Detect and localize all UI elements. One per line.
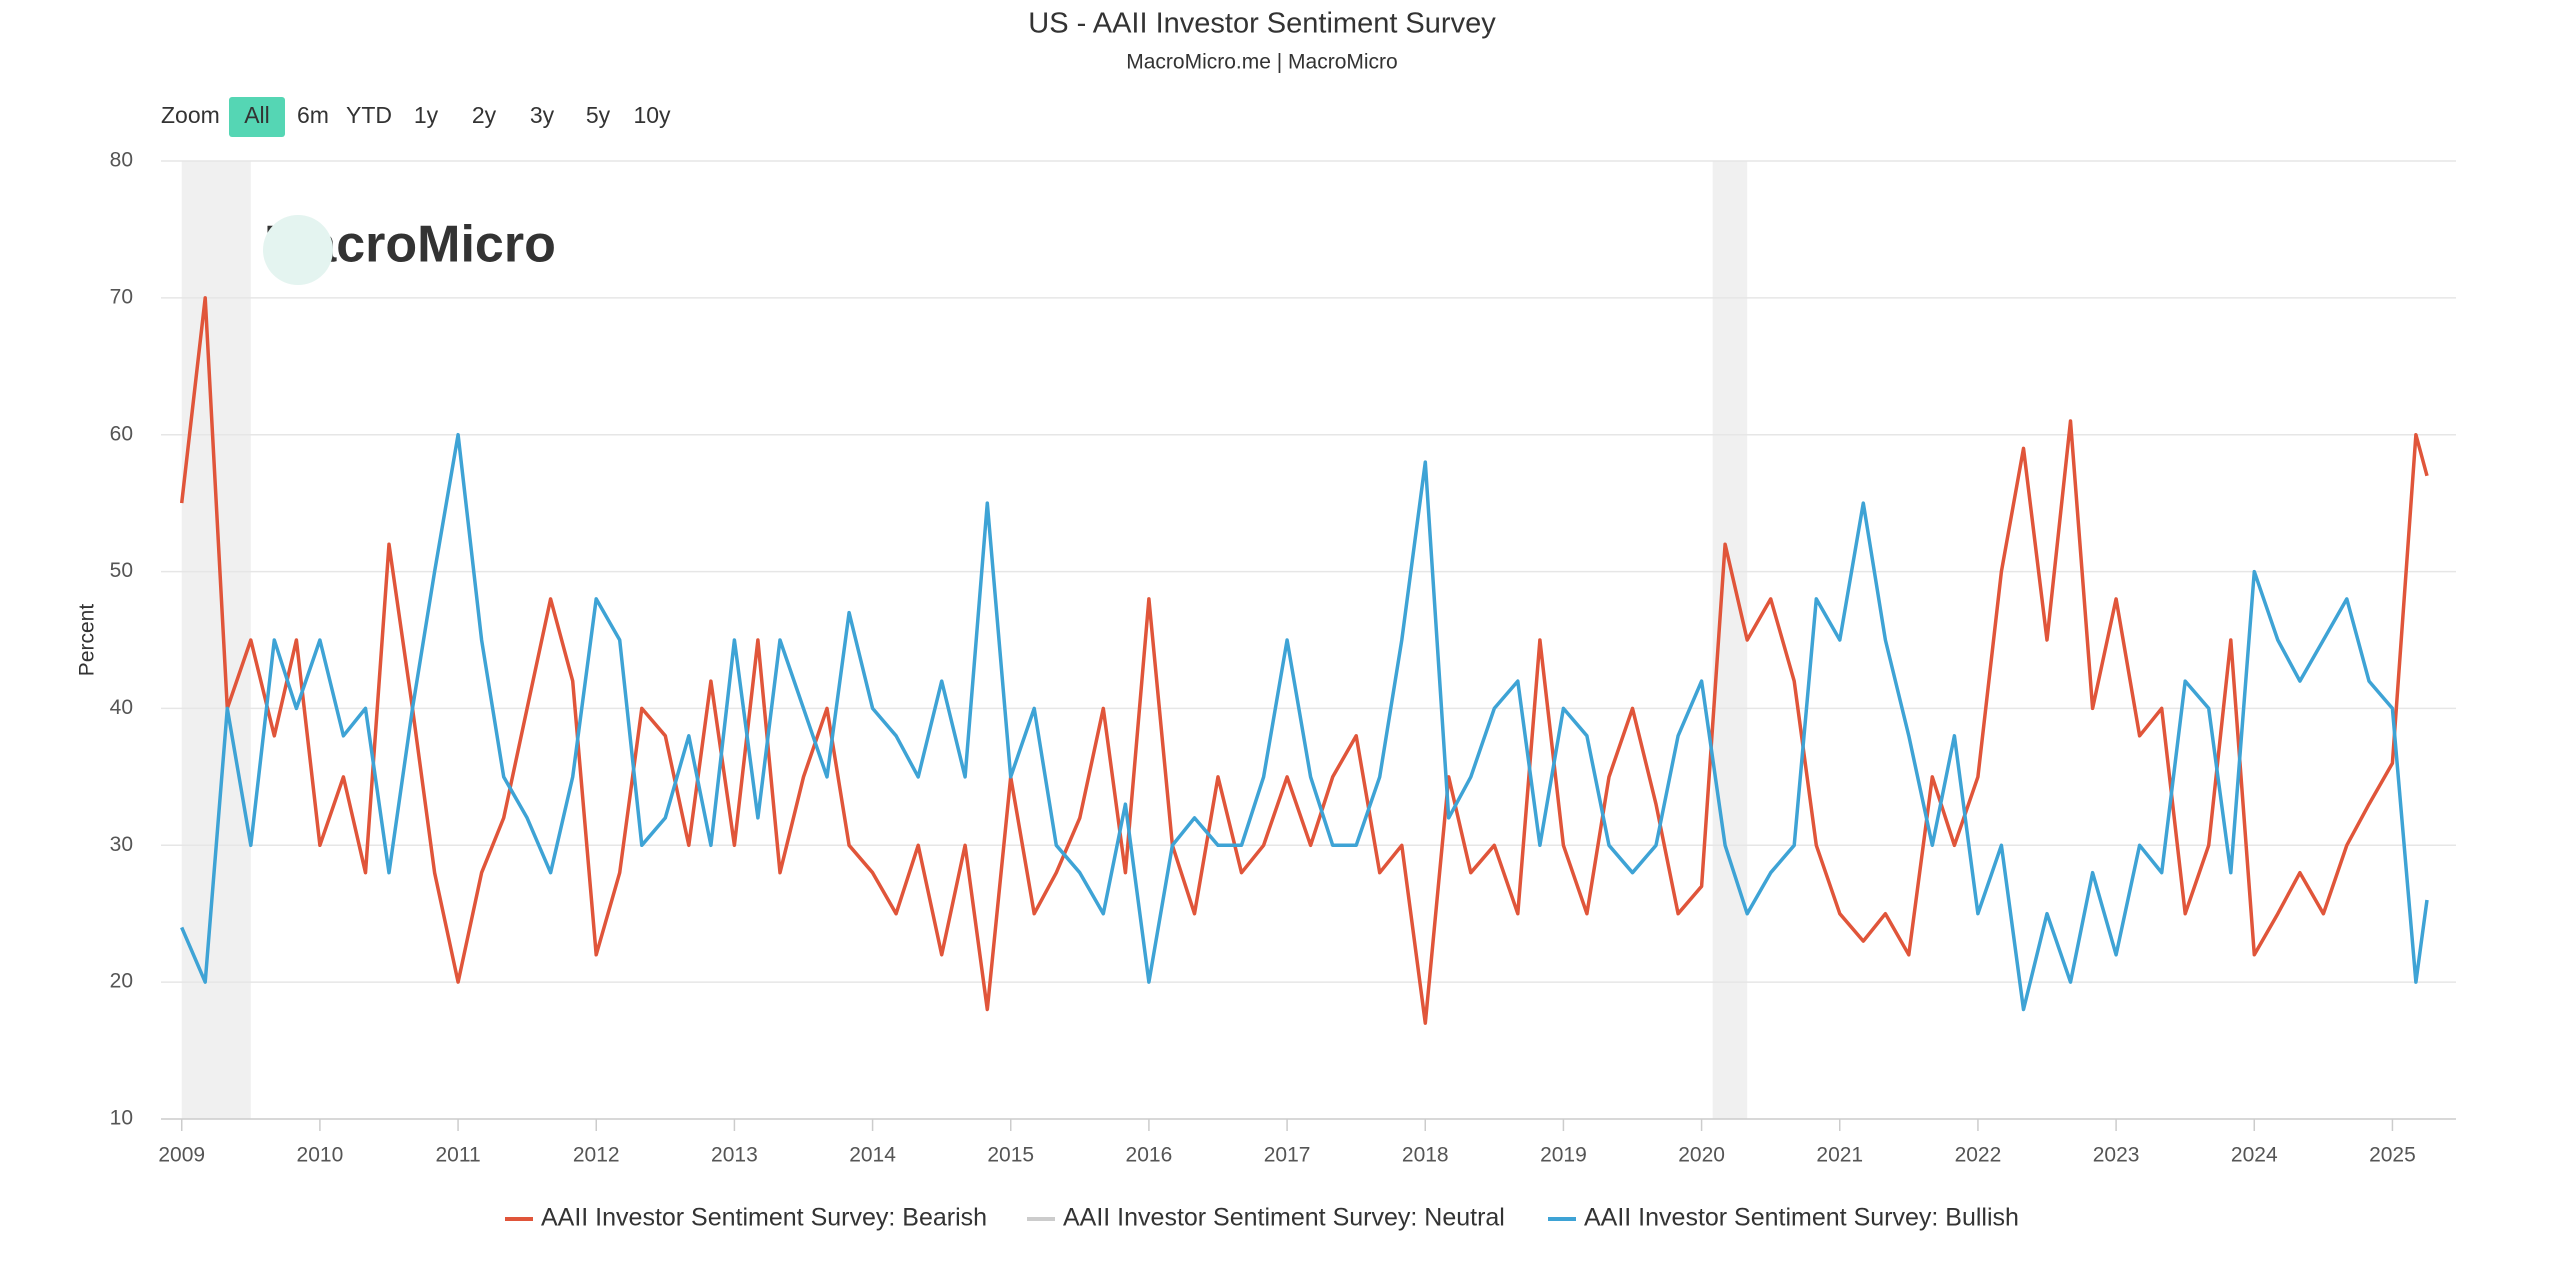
y-axis-label: Percent: [76, 604, 99, 677]
line-series: [179, 296, 2429, 1025]
zoom-button[interactable]: YTD: [346, 102, 392, 128]
x-tick-label: 2021: [1816, 1144, 1863, 1167]
x-tick-label: 2015: [987, 1144, 1034, 1167]
x-tick-label: 2011: [435, 1144, 480, 1167]
x-tick-label: 2025: [2369, 1144, 2416, 1167]
legend-label[interactable]: AAII Investor Sentiment Survey: Bearish: [541, 1204, 987, 1232]
zoom-button[interactable]: 6m: [297, 102, 329, 128]
watermark-icon: [263, 215, 333, 285]
zoom-button[interactable]: 10y: [633, 102, 671, 128]
zoom-button[interactable]: 2y: [472, 102, 497, 128]
x-tick-label: 2010: [297, 1144, 344, 1167]
y-tick-label: 70: [110, 285, 133, 308]
y-tick-label: 30: [110, 833, 133, 856]
x-tick-label: 2017: [1264, 1144, 1311, 1167]
shaded-range: [181, 161, 251, 1119]
zoom-button[interactable]: 5y: [586, 102, 611, 128]
zoom-button[interactable]: 1y: [414, 102, 439, 128]
x-tick-label: 2013: [711, 1144, 758, 1167]
y-tick-label: 60: [110, 422, 133, 445]
x-tick-label: 2009: [158, 1144, 205, 1167]
x-tick-label: 2018: [1402, 1144, 1449, 1167]
x-tick-label: 2016: [1126, 1144, 1173, 1167]
y-tick-label: 10: [110, 1107, 133, 1130]
x-tick-label: 2014: [849, 1144, 896, 1167]
line-series: [180, 432, 2429, 1012]
y-tick-label: 40: [110, 696, 133, 719]
x-tick-label: 2024: [2231, 1144, 2278, 1167]
x-tick-label: 2023: [2093, 1144, 2140, 1167]
zoom-button[interactable]: 3y: [530, 102, 555, 128]
legend-label[interactable]: AAII Investor Sentiment Survey: Neutral: [1063, 1204, 1505, 1232]
chart-title: US - AAII Investor Sentiment Survey: [1028, 8, 1496, 40]
x-tick-label: 2012: [573, 1144, 620, 1167]
legend-label[interactable]: AAII Investor Sentiment Survey: Bullish: [1584, 1204, 2019, 1232]
chart-subtitle: MacroMicro.me | MacroMicro: [1126, 51, 1397, 74]
zoom-button-bg[interactable]: [229, 97, 285, 137]
y-tick-label: 80: [110, 149, 133, 172]
x-tick-label: 2022: [1955, 1144, 2002, 1167]
zoom-label: Zoom: [161, 102, 220, 128]
y-tick-label: 20: [110, 970, 133, 993]
x-tick-label: 2020: [1678, 1144, 1725, 1167]
x-tick-label: 2019: [1540, 1144, 1587, 1167]
y-tick-label: 50: [110, 559, 133, 582]
zoom-button[interactable]: All: [244, 102, 270, 128]
